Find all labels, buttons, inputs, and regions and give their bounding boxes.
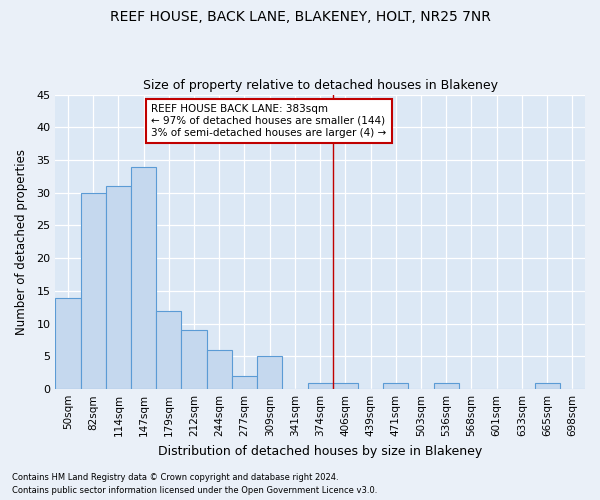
Bar xyxy=(55,298,80,389)
Bar xyxy=(333,382,358,389)
Bar xyxy=(131,166,156,389)
Text: Contains HM Land Registry data © Crown copyright and database right 2024.
Contai: Contains HM Land Registry data © Crown c… xyxy=(12,474,377,495)
Title: Size of property relative to detached houses in Blakeney: Size of property relative to detached ho… xyxy=(143,79,497,92)
Y-axis label: Number of detached properties: Number of detached properties xyxy=(15,149,28,335)
Bar xyxy=(383,382,409,389)
Text: REEF HOUSE BACK LANE: 383sqm
← 97% of detached houses are smaller (144)
3% of se: REEF HOUSE BACK LANE: 383sqm ← 97% of de… xyxy=(151,104,386,138)
Bar xyxy=(206,350,232,389)
Bar xyxy=(308,382,333,389)
Bar xyxy=(181,330,206,389)
Bar xyxy=(535,382,560,389)
Bar xyxy=(156,310,181,389)
Bar xyxy=(232,376,257,389)
Bar xyxy=(106,186,131,389)
Bar xyxy=(80,193,106,389)
Bar xyxy=(434,382,459,389)
X-axis label: Distribution of detached houses by size in Blakeney: Distribution of detached houses by size … xyxy=(158,444,482,458)
Text: REEF HOUSE, BACK LANE, BLAKENEY, HOLT, NR25 7NR: REEF HOUSE, BACK LANE, BLAKENEY, HOLT, N… xyxy=(110,10,490,24)
Bar xyxy=(257,356,283,389)
